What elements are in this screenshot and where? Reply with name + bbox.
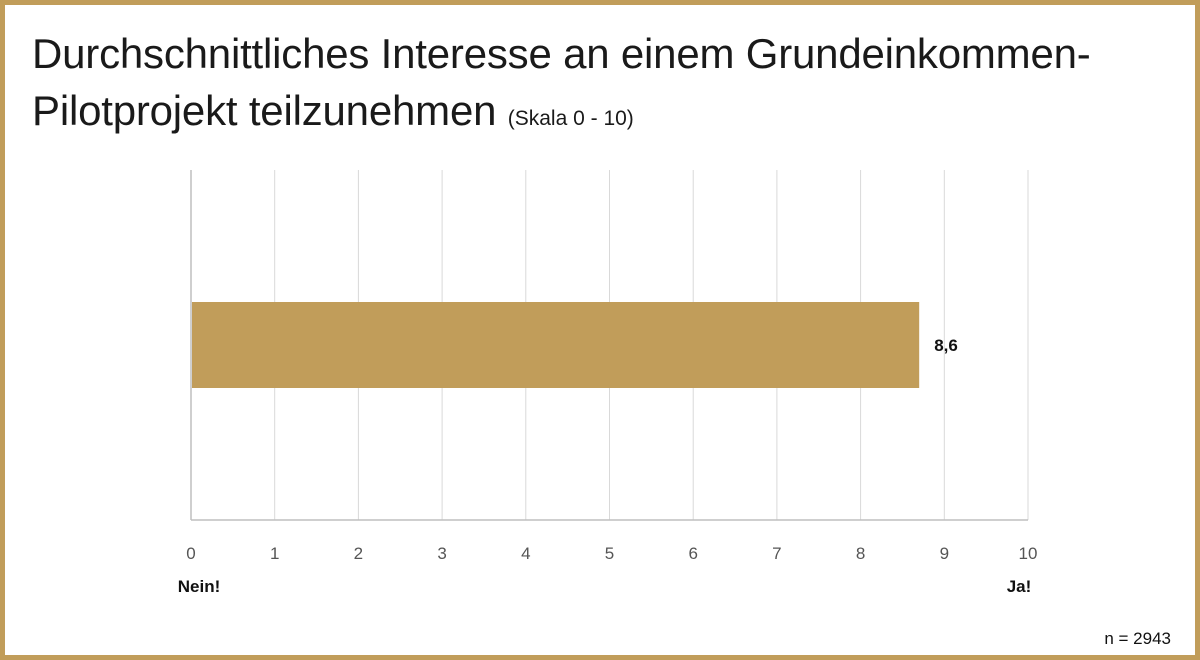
x-tick-label: 9	[940, 544, 949, 563]
sample-size-note: n = 2943	[1104, 629, 1171, 648]
x-tick-label: 2	[354, 544, 363, 563]
x-tick-label: 7	[772, 544, 781, 563]
x-tick-label: 1	[270, 544, 279, 563]
bar-value-label: 8,6	[934, 336, 958, 355]
bar	[192, 302, 920, 388]
x-tick-label: 5	[605, 544, 614, 563]
x-tick-label: 4	[521, 544, 530, 563]
x-tick-label: 6	[688, 544, 697, 563]
x-tick-label: 10	[1019, 544, 1038, 563]
x-tick-label: 0	[186, 544, 195, 563]
chart-title: Durchschnittliches Interesse an einem Gr…	[32, 25, 1182, 147]
x-axis-label-left: Nein!	[178, 577, 221, 596]
x-tick-label: 8	[856, 544, 865, 563]
x-tick-label: 3	[437, 544, 446, 563]
bar-chart: 8,6 0 1 2 3 4 5 6 7 8 9 10 Nein! Ja!	[178, 170, 1038, 596]
chart-subtitle: (Skala 0 - 10)	[507, 107, 634, 130]
chart-title-text: Durchschnittliches Interesse an einem Gr…	[32, 30, 1091, 134]
x-axis-label-right: Ja!	[1007, 577, 1032, 596]
